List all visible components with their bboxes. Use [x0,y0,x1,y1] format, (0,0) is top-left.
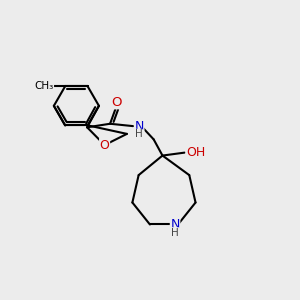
Text: H: H [134,129,142,140]
Text: N: N [134,120,144,133]
Text: O: O [111,96,122,109]
Text: H: H [171,228,179,238]
Text: O: O [100,139,110,152]
Text: CH₃: CH₃ [34,81,54,91]
Text: N: N [170,218,180,231]
Text: OH: OH [186,146,205,159]
